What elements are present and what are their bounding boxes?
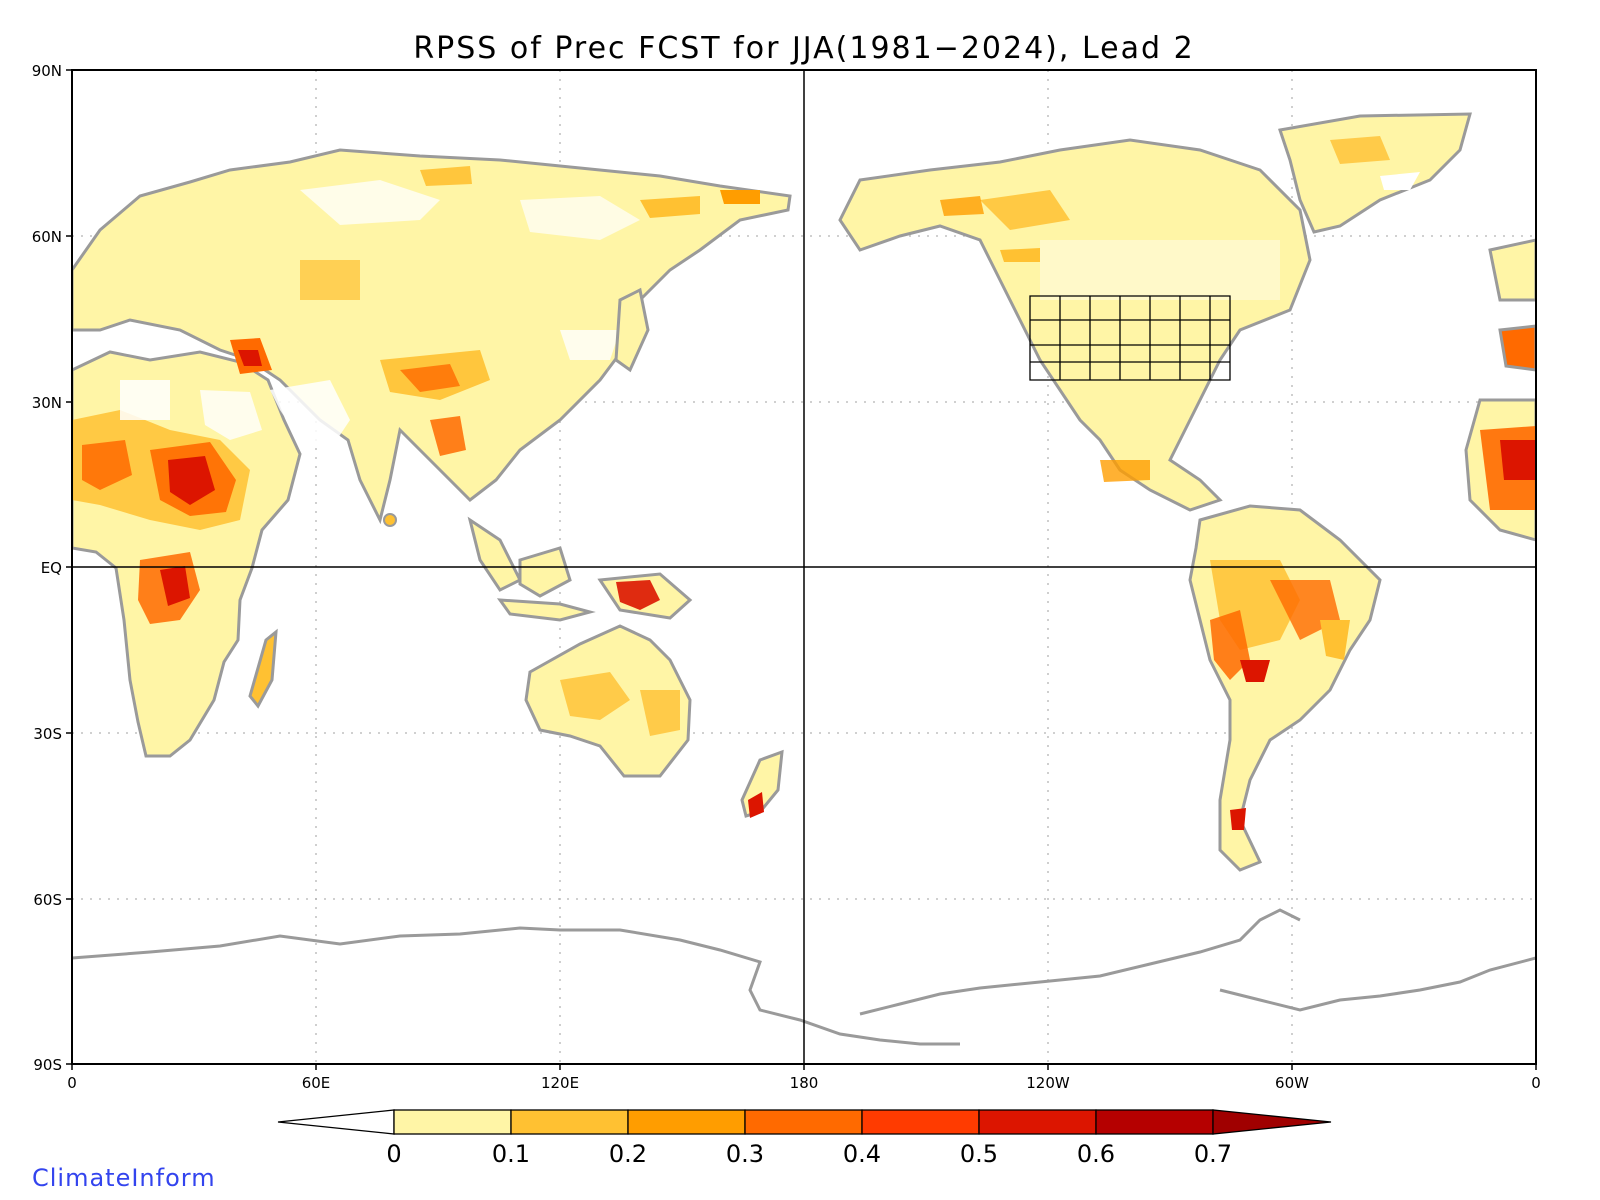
map-body xyxy=(72,70,1536,1064)
lat-tick-label: 30S xyxy=(33,725,62,743)
lon-tick-label: 0 xyxy=(1531,1074,1541,1092)
colorbar-high-triangle xyxy=(1212,1109,1332,1135)
map-title: RPSS of Prec FCST for JJA(1981−2024), Le… xyxy=(413,31,1194,66)
lon-tick-label: 60W xyxy=(1275,1074,1309,1092)
colorbar-label: 0 xyxy=(386,1140,401,1168)
lon-tick-label: 0 xyxy=(67,1074,77,1092)
landmass-south-america xyxy=(1188,504,1382,872)
colorbar-bin xyxy=(510,1109,629,1135)
colorbar-bin xyxy=(1095,1109,1214,1135)
lon-tick-label: 120E xyxy=(541,1074,579,1092)
lon-tick-label: 120W xyxy=(1026,1074,1070,1092)
colorbar-bin xyxy=(978,1109,1097,1135)
climateinform-credit: ClimateInform xyxy=(32,1164,216,1192)
colorbar-label: 0.6 xyxy=(1077,1140,1115,1168)
colorbar-label: 0.2 xyxy=(609,1140,647,1168)
landmass-australia xyxy=(524,624,784,818)
landmass-eurasia xyxy=(72,148,792,622)
lon-ticks xyxy=(71,1064,1537,1070)
landmass-east-edge xyxy=(1464,238,1536,542)
lat-tick-label: 30N xyxy=(32,394,62,412)
colorbar-label: 0.7 xyxy=(1194,1140,1232,1168)
lat-ticks xyxy=(66,69,72,1065)
lon-tick-label: 180 xyxy=(790,1074,819,1092)
lat-tick-label: 60S xyxy=(33,891,62,909)
colorbar-label: 0.4 xyxy=(843,1140,881,1168)
colorbar-bin xyxy=(627,1109,746,1135)
landmass-north-america xyxy=(838,112,1472,512)
colorbar-low-triangle xyxy=(277,1109,395,1135)
lat-tick-label: EQ xyxy=(41,559,62,577)
us-state-lines xyxy=(1029,295,1231,381)
colorbar-bin xyxy=(393,1109,512,1135)
colorbar-bin xyxy=(744,1109,863,1135)
colorbar-bin xyxy=(861,1109,980,1135)
antarctica-outline xyxy=(72,908,1536,1046)
colorbar xyxy=(277,1109,1332,1135)
lat-tick-label: 90N xyxy=(32,62,62,80)
landmass-africa xyxy=(72,350,302,758)
lat-tick-label: 60N xyxy=(32,228,62,246)
colorbar-label: 0.5 xyxy=(960,1140,998,1168)
colorbar-label: 0.1 xyxy=(492,1140,530,1168)
colorbar-label: 0.3 xyxy=(726,1140,764,1168)
lat-tick-label: 90S xyxy=(33,1056,62,1074)
lon-tick-label: 60E xyxy=(302,1074,331,1092)
